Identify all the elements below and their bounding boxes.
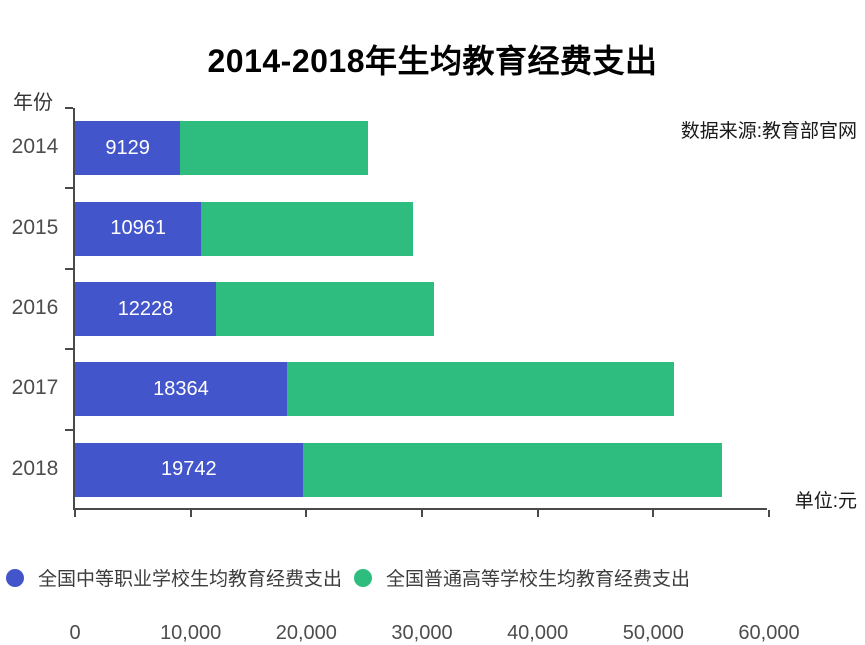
bar-value-label: 12228: [117, 297, 174, 320]
bar-higher-ed-2014: [180, 121, 369, 176]
x-axis-tick: [189, 510, 192, 517]
bar-higher-ed-2017: [286, 362, 674, 417]
year-label-2016: 2016: [11, 296, 59, 319]
unit-note: 单位:元: [794, 491, 857, 512]
bar-vocational-2015: 10961: [75, 201, 202, 256]
year-label-2015: 2015: [11, 215, 59, 239]
data-source-note: 数据来源:教育部官网: [680, 121, 857, 142]
bar-higher-ed-2016: [216, 282, 434, 336]
bar-higher-ed-2018: [302, 442, 722, 497]
x-axis-tick: [305, 510, 308, 517]
year-label-2018: 2018: [11, 456, 59, 480]
legend: 全国中等职业学校生均教育经费支出 全国普通高等学校生均教育经费支出: [6, 564, 859, 591]
y-axis-tick: [65, 428, 73, 431]
x-tick-label: 50,000: [622, 622, 684, 644]
x-tick-label: 10,000: [160, 622, 222, 644]
bar-vocational-2014: 9129: [75, 121, 181, 176]
legend-item-label: 全国普通高等学校生均教育经费支出: [386, 569, 691, 590]
bar-value-label: 19742: [161, 458, 217, 481]
bar-value-label: 9129: [105, 136, 150, 159]
bar-higher-ed-2015: [201, 201, 414, 256]
bar-row-2017: 18364: [75, 362, 767, 417]
plot-area: 9129 10961 12228 18364 19742 0 10,000 20,000 30,…: [65, 107, 800, 644]
chart-canvas: 2014-2018年生均教育经费支出 年份 数据来源:教育部官网 9129 109…: [6, 43, 859, 644]
bar-row-2018: 19742: [75, 442, 767, 497]
x-tick-label: 60,000: [738, 622, 800, 644]
x-tick-label: 30,000: [391, 622, 453, 644]
bar-value-label: 18364: [153, 377, 209, 400]
x-tick-label: 40,000: [507, 622, 569, 644]
bar-value-label: 10961: [110, 217, 167, 240]
x-tick-label: 0: [69, 622, 81, 644]
bar-row-2015: 10961: [75, 201, 767, 256]
x-axis-tick: [536, 510, 539, 517]
year-label-2014: 2014: [11, 135, 59, 159]
y-axis-title: 年份: [13, 92, 53, 114]
legend-item-0: 全国中等职业学校生均教育经费支出: [6, 564, 342, 591]
x-axis-tick: [768, 510, 770, 517]
legend-dot-icon: [6, 568, 24, 587]
y-axis-tick: [65, 267, 73, 270]
bar-vocational-2018: 19742: [75, 442, 303, 497]
x-axis-tick: [421, 510, 423, 517]
y-axis-tick: [65, 107, 73, 109]
bar-vocational-2016: 12228: [75, 282, 217, 336]
y-axis-tick: [65, 348, 73, 351]
x-tick-label: 20,000: [275, 622, 337, 644]
legend-item-1: 全国普通高等学校生均教育经费支出: [354, 564, 690, 591]
year-label-2017: 2017: [11, 376, 59, 400]
x-axis-tick: [74, 510, 76, 517]
legend-dot-icon: [354, 568, 373, 587]
x-axis-tick: [652, 510, 655, 517]
chart-title: 2014-2018年生均教育经费支出: [207, 43, 658, 79]
bar-vocational-2017: 18364: [75, 362, 287, 417]
bar-row-2016: 12228: [75, 282, 767, 336]
legend-item-label: 全国中等职业学校生均教育经费支出: [38, 569, 343, 590]
bar-row-2014: 9129: [75, 121, 767, 176]
y-axis-tick: [65, 187, 73, 190]
